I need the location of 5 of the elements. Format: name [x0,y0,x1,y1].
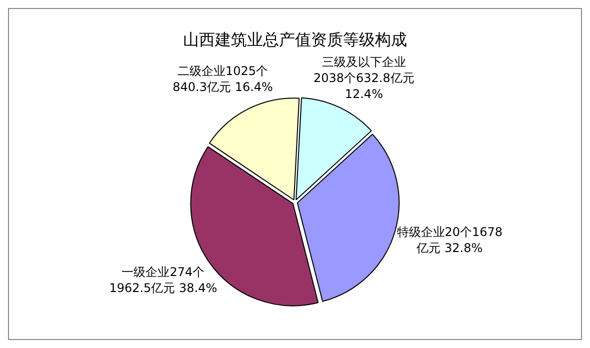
chart-title: 山西建筑业总产值资质等级构成 [183,30,407,49]
slice-label: 三级及以下企业 2038个632.8亿元 12.4% [313,54,414,101]
slice-label: 特级企业20个1678 亿元 32.8% [396,225,503,256]
slice-label: 二级企业1025个 840.3亿元 16.4% [172,64,273,94]
slice-label: 一级企业274个 1962.5亿元 38.4% [109,264,218,295]
